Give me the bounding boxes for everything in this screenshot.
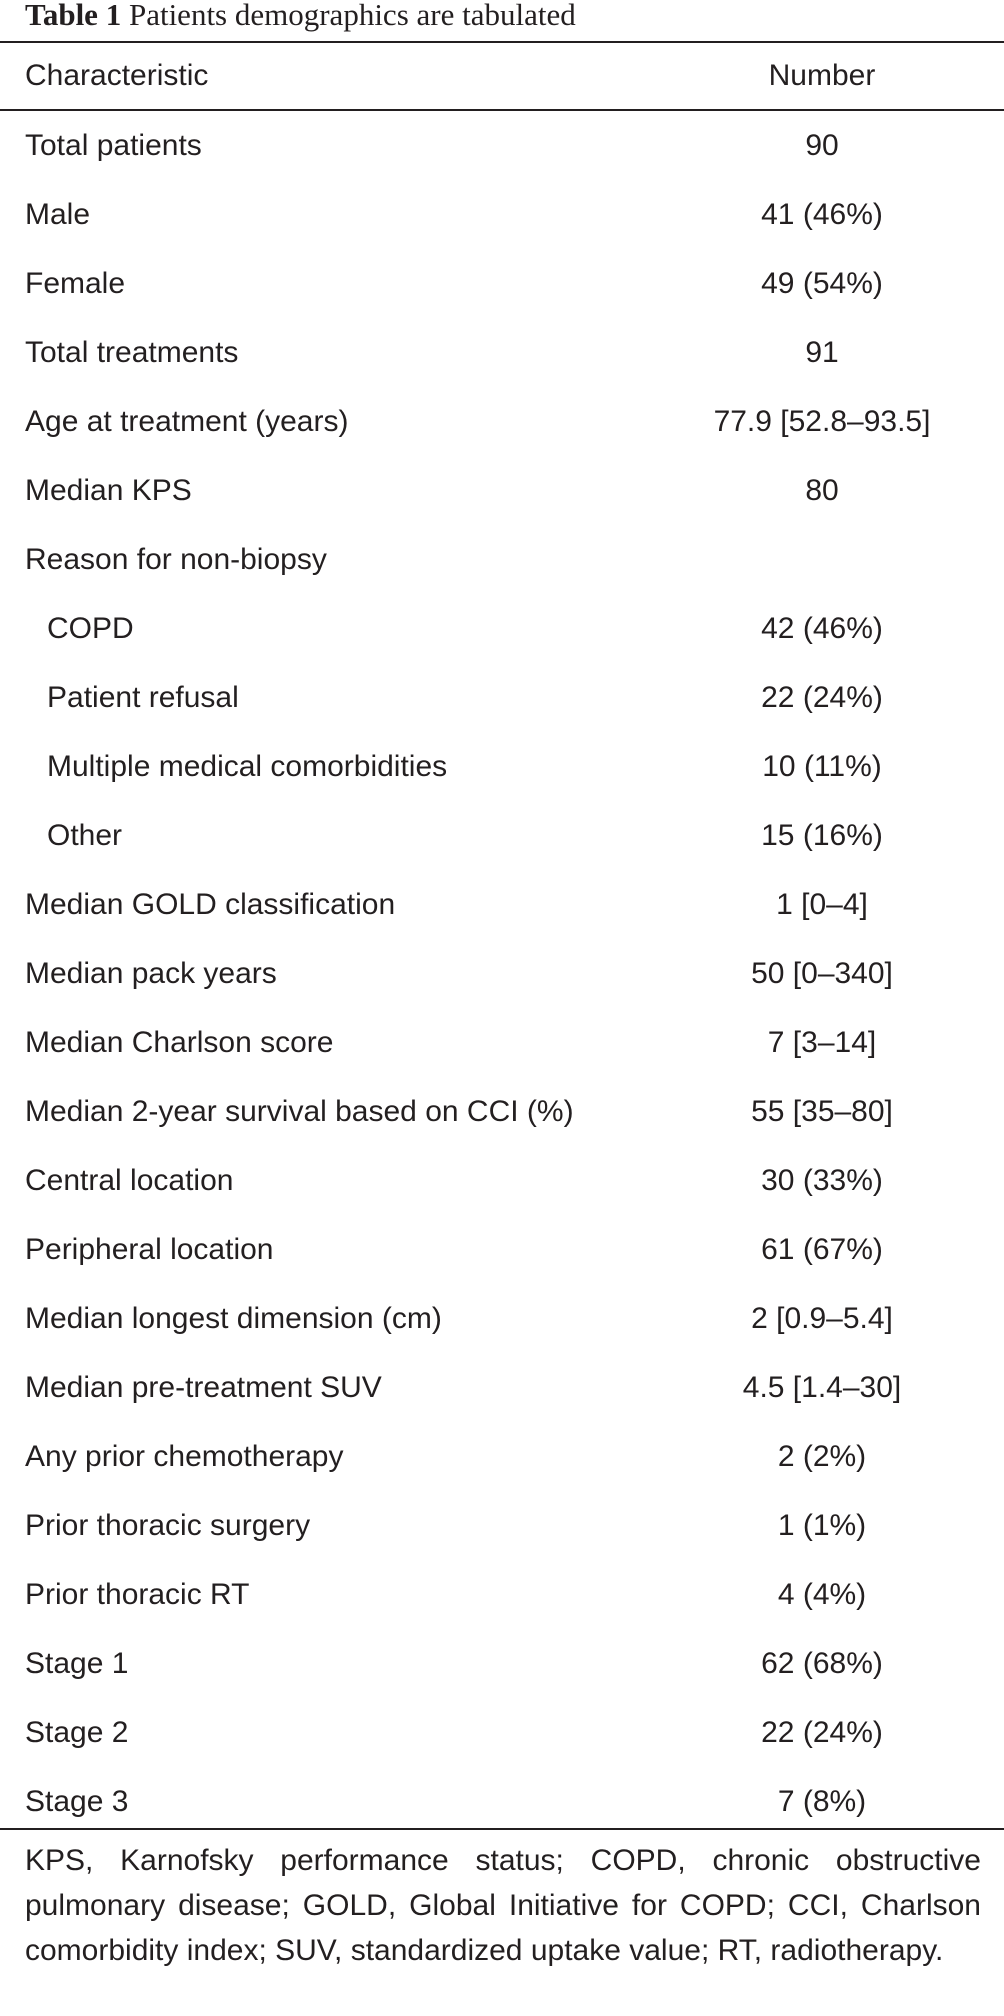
row-label: Stage 1 bbox=[25, 1646, 129, 1680]
table-row: Reason for non-biopsy bbox=[0, 525, 1004, 594]
row-label: Median Charlson score bbox=[25, 1025, 334, 1059]
table-row: COPD 42 (46%) bbox=[0, 594, 1004, 663]
row-value: 22 (24%) bbox=[761, 1715, 883, 1749]
table-row: Stage 1 62 (68%) bbox=[0, 1629, 1004, 1698]
row-value: 22 (24%) bbox=[761, 680, 883, 714]
header-rule bbox=[0, 109, 1004, 111]
row-label: Multiple medical comorbidities bbox=[47, 749, 448, 783]
row-value: 30 (33%) bbox=[761, 1163, 883, 1197]
table-row: Prior thoracic RT 4 (4%) bbox=[0, 1560, 1004, 1629]
row-value: 1 [0–4] bbox=[776, 887, 868, 921]
row-label: Median pre-treatment SUV bbox=[25, 1370, 382, 1404]
table-row: Age at treatment (years) 77.9 [52.8–93.5] bbox=[0, 387, 1004, 456]
row-value: 7 [3–14] bbox=[767, 1025, 877, 1059]
row-value: 77.9 [52.8–93.5] bbox=[713, 404, 931, 438]
row-value: 49 (54%) bbox=[761, 266, 883, 300]
table-row: Median longest dimension (cm) 2 [0.9–5.4] bbox=[0, 1284, 1004, 1353]
row-label: Female bbox=[25, 266, 126, 300]
row-label: Stage 3 bbox=[25, 1784, 129, 1818]
row-value: 90 bbox=[805, 128, 839, 162]
table-row: Male 41 (46%) bbox=[0, 180, 1004, 249]
row-label: Total patients bbox=[25, 128, 202, 162]
row-value: 1 (1%) bbox=[777, 1508, 867, 1542]
table-row: Total treatments 91 bbox=[0, 318, 1004, 387]
table-row: Median pre-treatment SUV 4.5 [1.4–30] bbox=[0, 1353, 1004, 1422]
row-value: 50 [0–340] bbox=[751, 956, 893, 990]
table-row: Stage 2 22 (24%) bbox=[0, 1698, 1004, 1767]
row-label: Stage 2 bbox=[25, 1715, 129, 1749]
row-value: 15 (16%) bbox=[761, 818, 883, 852]
table-row: Any prior chemotherapy 2 (2%) bbox=[0, 1422, 1004, 1491]
row-value: 55 [35–80] bbox=[751, 1094, 893, 1128]
row-value: 7 (8%) bbox=[777, 1784, 867, 1818]
table-caption: Table 1 Patients demographics are tabula… bbox=[25, 0, 576, 30]
bottom-rule bbox=[0, 1828, 1004, 1830]
row-label: Central location bbox=[25, 1163, 234, 1197]
row-value: 91 bbox=[805, 335, 839, 369]
row-label: Total treatments bbox=[25, 335, 239, 369]
row-label: Reason for non-biopsy bbox=[25, 542, 327, 576]
row-value: 62 (68%) bbox=[761, 1646, 883, 1680]
row-value: 80 bbox=[805, 473, 839, 507]
table-caption-label: Table 1 bbox=[25, 0, 122, 32]
row-label: Other bbox=[47, 818, 123, 852]
row-value: 61 (67%) bbox=[761, 1232, 883, 1266]
row-value: 4 (4%) bbox=[777, 1577, 867, 1611]
table-row: Median KPS 80 bbox=[0, 456, 1004, 525]
row-value: 10 (11%) bbox=[762, 749, 882, 783]
row-value: 41 (46%) bbox=[761, 197, 883, 231]
table-row: Median Charlson score 7 [3–14] bbox=[0, 1008, 1004, 1077]
row-label: Peripheral location bbox=[25, 1232, 274, 1266]
row-label: Median 2-year survival based on CCI (%) bbox=[25, 1094, 574, 1128]
table-row: Peripheral location 61 (67%) bbox=[0, 1215, 1004, 1284]
row-label: Median GOLD classification bbox=[25, 887, 396, 921]
table-row: Median GOLD classification 1 [0–4] bbox=[0, 870, 1004, 939]
table-row: Patient refusal 22 (24%) bbox=[0, 663, 1004, 732]
row-label: Median KPS bbox=[25, 473, 192, 507]
table-row: Median pack years 50 [0–340] bbox=[0, 939, 1004, 1008]
table-row: Total patients 90 bbox=[0, 111, 1004, 180]
table-row: Multiple medical comorbidities 10 (11%) bbox=[0, 732, 1004, 801]
table-caption-text: Patients demographics are tabulated bbox=[128, 0, 576, 32]
table-row: Other 15 (16%) bbox=[0, 801, 1004, 870]
table-row: Prior thoracic surgery 1 (1%) bbox=[0, 1491, 1004, 1560]
row-label: Median longest dimension (cm) bbox=[25, 1301, 442, 1335]
row-value: 2 (2%) bbox=[777, 1439, 867, 1473]
header-characteristic: Characteristic bbox=[25, 59, 209, 92]
table-footnote: KPS, Karnofsky performance status; COPD,… bbox=[25, 1844, 981, 1967]
table-row: Central location 30 (33%) bbox=[0, 1146, 1004, 1215]
row-value bbox=[644, 525, 1000, 594]
table-row: Stage 3 7 (8%) bbox=[0, 1767, 1004, 1836]
row-label: Any prior chemotherapy bbox=[25, 1439, 344, 1473]
table-row: Median 2-year survival based on CCI (%) 5… bbox=[0, 1077, 1004, 1146]
row-value: 4.5 [1.4–30] bbox=[742, 1370, 902, 1404]
table-header-row: Characteristic Number bbox=[0, 43, 1004, 109]
row-label: COPD bbox=[47, 611, 134, 645]
row-label: Median pack years bbox=[25, 956, 277, 990]
row-label: Prior thoracic RT bbox=[25, 1577, 250, 1611]
top-rule bbox=[0, 41, 1004, 43]
row-label: Patient refusal bbox=[47, 680, 239, 714]
row-value: 2 [0.9–5.4] bbox=[751, 1301, 893, 1335]
row-label: Prior thoracic surgery bbox=[25, 1508, 311, 1542]
table-row: Female 49 (54%) bbox=[0, 249, 1004, 318]
row-label: Age at treatment (years) bbox=[25, 404, 349, 438]
header-number: Number bbox=[768, 59, 876, 92]
row-label: Male bbox=[25, 197, 91, 231]
row-value: 42 (46%) bbox=[761, 611, 883, 645]
